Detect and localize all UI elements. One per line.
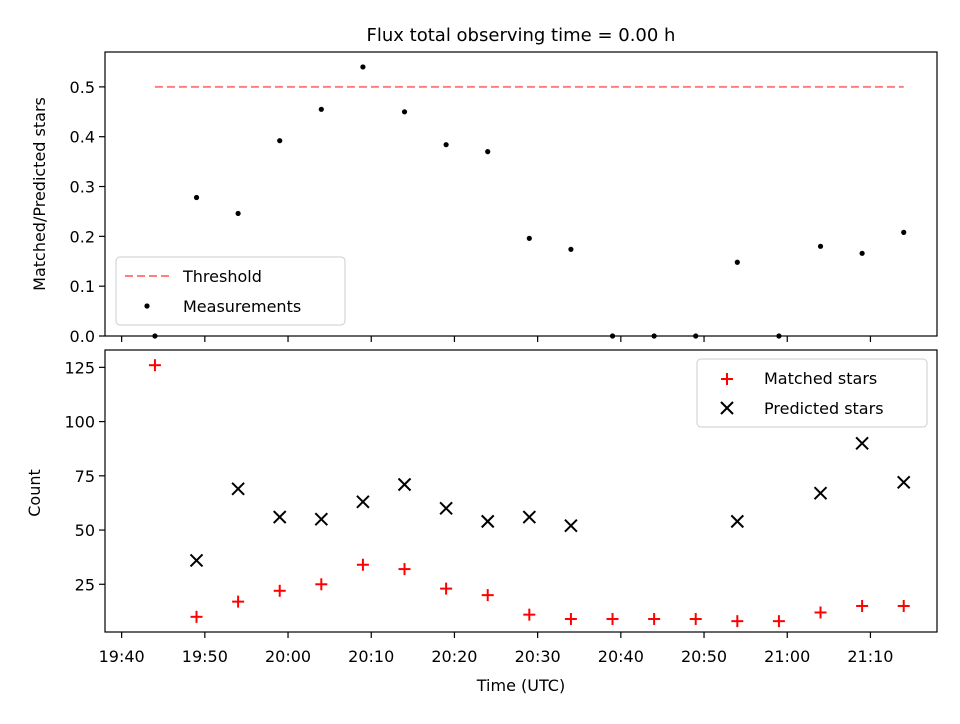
matched-star-point: [232, 595, 245, 608]
legend-measurements-label: Measurements: [183, 297, 301, 316]
bottom-legend: Matched stars Predicted stars: [696, 358, 928, 428]
measurement-point: [318, 106, 324, 112]
x-tick-label: 20:40: [598, 647, 644, 666]
measurement-point: [609, 333, 616, 339]
legend-matched-label: Matched stars: [764, 369, 877, 388]
x-axis-label: Time (UTC): [476, 676, 565, 695]
measurement-point: [443, 142, 449, 148]
measurement-point: [693, 333, 699, 339]
bottom-y-tick-label: 75: [75, 467, 95, 486]
predicted-star-point: [855, 436, 869, 450]
measurement-point: [901, 229, 907, 235]
predicted-star-point: [730, 514, 745, 529]
matched-star-point: [731, 615, 744, 628]
predicted-star-point: [231, 482, 245, 496]
x-tick-label: 20:50: [681, 647, 727, 666]
x-tick-label: 19:40: [99, 647, 145, 666]
bottom-y-tick-label: 125: [64, 358, 95, 377]
legend-measurements-swatch: [144, 303, 150, 309]
top-legend-box: [115, 256, 346, 326]
top-y-tick-label: 0.5: [70, 78, 95, 97]
matched-star-point: [523, 608, 536, 621]
legend-matched-swatch: [721, 373, 733, 385]
matched-star-point: [814, 606, 827, 619]
matched-star-point: [190, 610, 203, 623]
predicted-star-point: [813, 486, 828, 500]
legend-predicted-label: Predicted stars: [764, 399, 884, 418]
matched-star-point: [772, 615, 785, 628]
measurement-point: [360, 64, 366, 70]
predicted-star-point: [439, 501, 453, 516]
x-tick-label: 21:10: [847, 647, 893, 666]
predicted-star-point: [189, 553, 204, 568]
matched-star-point: [273, 584, 286, 597]
measurement-point: [526, 235, 532, 241]
predicted-star-point: [397, 477, 412, 492]
predicted-star-point: [273, 510, 287, 524]
measurement-point: [485, 149, 491, 155]
top-y-tick-label: 0.0: [70, 327, 95, 346]
bottom-y-axis-label: Count: [25, 469, 44, 517]
bottom-y-tick-label: 50: [75, 521, 95, 540]
matched-star-point: [897, 599, 910, 612]
predicted-star-point: [356, 495, 370, 509]
predicted-star-point: [314, 512, 329, 526]
measurement-point: [859, 250, 865, 256]
measurement-point: [651, 333, 657, 339]
chart-title: Flux total observing time = 0.00 h: [367, 25, 676, 46]
top-y-tick-label: 0.4: [70, 128, 95, 147]
x-tick-label: 20:20: [431, 647, 477, 666]
matched-star-point: [356, 558, 369, 571]
top-panel: Matched/Predicted stars 0.0 0.1 0.2 0.3 0.4 0…: [30, 51, 938, 346]
bottom-y-tick-label: 25: [75, 575, 95, 594]
bottom-legend-box: [696, 358, 928, 428]
measurement-point: [817, 243, 824, 249]
measurement-point: [734, 259, 740, 265]
measurement-point: [277, 138, 283, 144]
measurement-point: [193, 194, 200, 201]
matched-star-point: [564, 612, 577, 625]
top-y-tick-label: 0.2: [70, 227, 95, 246]
top-y-tick-label: 0.1: [70, 277, 95, 296]
matched-star-point: [606, 612, 619, 625]
x-tick-label: 20:00: [265, 647, 311, 666]
legend-threshold-label: Threshold: [182, 267, 262, 286]
top-plot-frame: [104, 51, 938, 337]
bottom-plot-frame: [104, 349, 938, 633]
measurement-point: [401, 109, 408, 115]
predicted-star-point: [522, 510, 537, 524]
top-y-axis-label: Matched/Predicted stars: [30, 97, 49, 291]
matched-star-point: [481, 589, 494, 602]
matched-star-point: [315, 578, 328, 591]
bottom-panel: Count Time (UTC) 25 50 75 100 125 19:40 19:50 2…: [25, 349, 938, 695]
top-y-tick-label: 0.3: [70, 178, 95, 197]
predicted-star-point: [481, 514, 495, 529]
x-tick-label: 20:10: [348, 647, 394, 666]
measurement-point: [235, 210, 241, 217]
matched-star-point: [856, 599, 869, 612]
x-tick-label: 20:30: [515, 647, 561, 666]
matched-star-point: [689, 612, 702, 625]
bottom-y-tick-label: 100: [64, 413, 95, 432]
matched-star-point: [440, 582, 453, 595]
top-legend: Threshold Measurements: [115, 256, 346, 326]
measurement-point: [152, 333, 158, 339]
matched-star-point: [398, 563, 411, 576]
matched-star-point: [648, 612, 661, 625]
legend-predicted-swatch: [720, 401, 734, 415]
measurement-point: [568, 246, 574, 252]
x-tick-label: 21:00: [764, 647, 810, 666]
matched-star-point: [148, 359, 161, 372]
x-tick-label: 19:50: [182, 647, 228, 666]
measurement-point: [776, 333, 782, 339]
predicted-star-point: [564, 519, 578, 533]
predicted-star-point: [897, 475, 911, 490]
